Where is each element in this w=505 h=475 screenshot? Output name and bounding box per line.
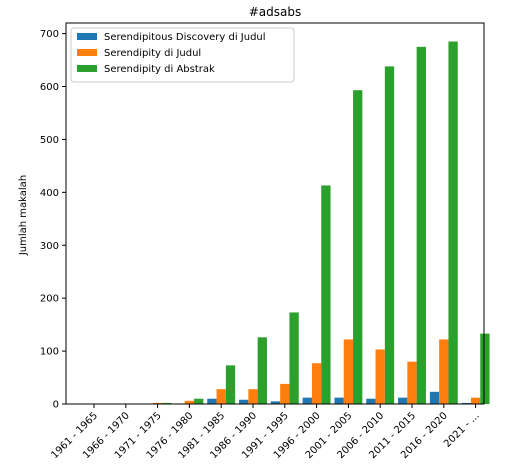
bar [239,399,249,404]
y-tick-label: 700 [40,29,59,40]
bar [470,397,481,404]
bar [289,312,299,404]
bar [334,397,344,404]
bar [280,383,290,404]
bar [216,389,226,404]
bar [152,402,163,404]
chart-title: #adsabs [249,5,302,19]
bar [366,398,376,404]
bar [225,365,236,404]
legend-label: Serendipity di Judul [104,48,201,59]
legend-swatch [77,49,97,56]
legend-label: Serendipity di Abstrak [104,64,215,75]
bar [248,389,258,404]
y-tick-label: 0 [53,400,59,411]
bar [353,90,363,404]
bar [194,398,204,404]
y-tick-label: 200 [40,294,59,305]
bars-layer [152,41,490,405]
bar [407,361,417,404]
legend-label: Serendipitous Discovery di Judul [104,32,266,43]
bar [257,337,267,404]
bar [429,391,440,404]
bar [439,339,449,404]
legend-box [70,27,295,83]
bar [270,401,281,404]
bar [398,397,408,404]
y-tick-label: 400 [40,188,59,199]
y-tick-label: 300 [40,241,59,252]
y-axis: 0 100 200 300 400 500 600 700 [40,29,66,411]
bar [311,363,322,404]
bar [321,185,331,404]
bar [461,402,471,404]
y-tick-label: 500 [40,135,59,146]
plot-frame [65,22,485,405]
bar [162,402,172,404]
bar [302,397,312,404]
bar [184,400,195,404]
bar [416,46,426,405]
bar [448,41,458,405]
legend-swatch [77,33,97,40]
bar [480,333,490,404]
bar [343,339,354,404]
bar [375,349,385,404]
bar [207,398,217,404]
y-tick-label: 100 [40,347,59,358]
y-axis-label: Jumlah makalah [18,175,29,256]
y-tick-label: 600 [40,82,59,93]
bar [384,66,395,404]
legend: Serendipitous Discovery di Judul Serendip… [70,27,295,83]
legend-swatch [77,65,97,72]
